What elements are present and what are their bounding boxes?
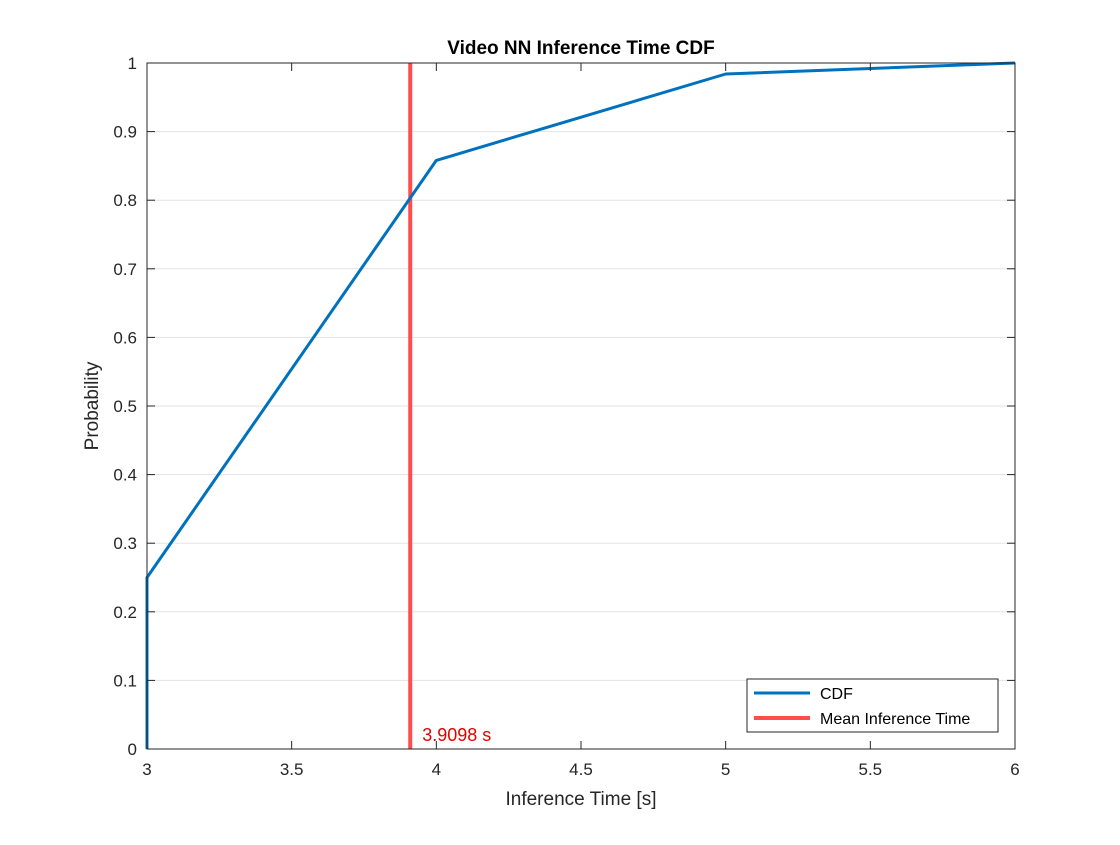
y-tick-label: 0.6 — [113, 328, 137, 347]
x-tick-labels: 3 3.5 4 4.5 5 5.5 6 — [142, 760, 1019, 779]
y-tick-label: 0.9 — [113, 123, 137, 142]
x-tick-label: 5.5 — [859, 760, 883, 779]
y-axis-label: Probability — [82, 361, 103, 450]
x-tick-label: 6 — [1010, 760, 1019, 779]
x-tick-label: 3.5 — [280, 760, 304, 779]
mean-value-annotation: 3.9098 s — [422, 725, 491, 745]
y-tick-label: 0.4 — [113, 466, 137, 485]
ticks — [146, 62, 1016, 750]
y-tick-label: 0.7 — [113, 260, 137, 279]
x-tick-label: 3 — [142, 760, 151, 779]
legend-label-mean: Mean Inference Time — [820, 711, 970, 728]
legend-label-cdf: CDF — [820, 686, 853, 703]
y-tick-label: 0 — [128, 740, 137, 759]
chart-title: Video NN Inference Time CDF — [447, 38, 714, 59]
x-tick-label: 5 — [721, 760, 730, 779]
y-tick-labels: 0 0.1 0.2 0.3 0.4 0.5 0.6 0.7 0.8 0.9 1 — [113, 54, 137, 759]
y-tick-label: 1 — [128, 54, 137, 73]
y-tick-label: 0.8 — [113, 191, 137, 210]
x-axis-label: Inference Time [s] — [505, 789, 656, 810]
legend: CDF Mean Inference Time — [746, 678, 999, 733]
legend-box — [746, 678, 999, 733]
x-tick-label: 4 — [432, 760, 441, 779]
x-tick-label: 4.5 — [569, 760, 593, 779]
y-tick-label: 0.1 — [113, 671, 137, 690]
y-tick-label: 0.3 — [113, 534, 137, 553]
y-tick-label: 0.2 — [113, 603, 137, 622]
y-tick-label: 0.5 — [113, 397, 137, 416]
